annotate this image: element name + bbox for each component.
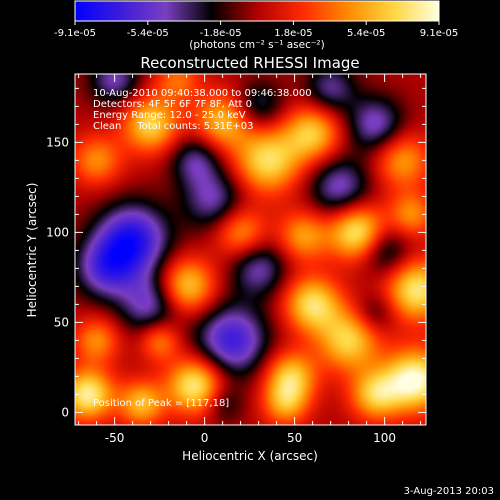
- x-tick-label: 100: [373, 431, 396, 445]
- y-tick-label: 100: [46, 225, 69, 239]
- y-tick-label: 50: [54, 315, 69, 329]
- colorbar-ticks: -9.1e-05 -5.4e-05 -1.8e-05 1.8e-05 5.4e-05 9.…: [54, 21, 458, 39]
- peak-position-label: Position of Peak = [117,18]: [93, 398, 229, 409]
- generation-date: 3-Aug-2013 20:03: [404, 486, 494, 497]
- x-axis-label: Heliocentric X (arcsec): [182, 449, 318, 463]
- x-axis: -50 0 50 100: [78, 74, 422, 445]
- y-tick-label: 150: [46, 135, 69, 149]
- y-axis: 0 50 100 150: [46, 87, 426, 419]
- annotation-time-range: 10-Aug-2010 09:40:38.000 to 09:46:38.000: [93, 88, 312, 99]
- heatmap-image: [75, 74, 426, 425]
- chart-title: Reconstructed RHESSI Image: [140, 54, 359, 72]
- observation-annotations: 10-Aug-2010 09:40:38.000 to 09:46:38.000…: [93, 88, 312, 132]
- colorbar-tick-label: -1.8e-05: [200, 28, 242, 39]
- annotation-detectors: Detectors: 4F 5F 6F 7F 8F, Att 0: [93, 99, 252, 110]
- colorbar-tick-label: -5.4e-05: [127, 28, 169, 39]
- annotation-energy-range: Energy Range: 12.0 - 25.0 keV: [93, 110, 246, 121]
- colorbar-tick-label: 5.4e-05: [347, 28, 385, 39]
- colorbar-strip: [74, 0, 440, 22]
- y-axis-label: Heliocentric Y (arcsec): [25, 183, 39, 318]
- y-tick-label: 0: [61, 405, 69, 419]
- colorbar: -9.1e-05 -5.4e-05 -1.8e-05 1.8e-05 5.4e-05 9.…: [54, 0, 458, 51]
- x-tick-label: 0: [201, 431, 209, 445]
- plot-frame: [74, 73, 427, 426]
- colorbar-tick-label: -9.1e-05: [54, 28, 96, 39]
- colorbar-unit: (photons cm⁻² s⁻¹ asec⁻²): [189, 39, 324, 51]
- x-tick-label: 50: [287, 431, 302, 445]
- annotation-clean-counts: Clean Total counts: 5.31E+03: [93, 121, 253, 132]
- x-tick-label: -50: [105, 431, 125, 445]
- colorbar-tick-label: 1.8e-05: [274, 28, 312, 39]
- colorbar-tick-label: 9.1e-05: [420, 28, 458, 39]
